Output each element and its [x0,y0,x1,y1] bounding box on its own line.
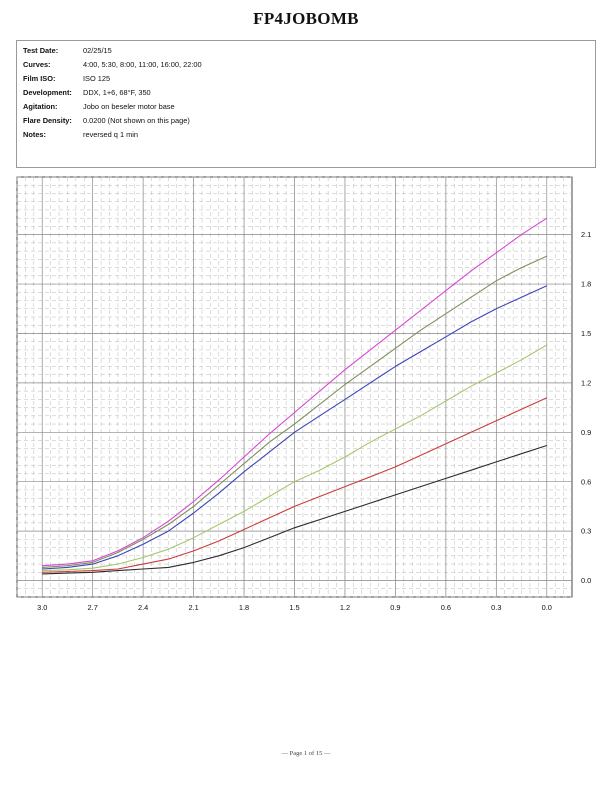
info-row-notes: Notes: reversed q 1 min [17,128,595,141]
series-line-2 [42,397,548,573]
x-tick-label: 0.9 [390,603,400,612]
x-tick-label: 1.8 [239,603,249,612]
info-value: DDX, 1+6, 68°F, 350 [83,88,151,97]
info-row-development: Development: DDX, 1+6, 68°F, 350 [17,86,595,99]
y-tick-label: 0.9 [581,428,591,437]
y-tick-label: 1.8 [581,280,591,289]
series-line-1 [42,444,547,575]
info-label: Flare Density: [23,116,72,125]
info-value: 4:00, 5:30, 8:00, 11:00, 16:00, 22:00 [83,60,202,69]
x-tick-label: 2.1 [188,603,198,612]
series-line-3 [42,344,548,572]
y-tick-label: 0.3 [581,527,591,536]
y-tick-label: 1.5 [581,329,591,338]
info-value: reversed q 1 min [83,130,139,139]
info-row-test-date: Test Date: 02/25/15 [17,44,595,57]
info-label: Notes: [23,130,46,139]
y-tick-label: 1.2 [581,378,591,387]
x-tick-label: 3.0 [37,603,47,612]
info-label: Test Date: [23,46,59,55]
info-row-curves: Curves: 4:00, 5:30, 8:00, 11:00, 16:00, … [17,58,595,71]
info-row-flare-density: Flare Density: 0.0200 (Not shown on this… [17,114,595,127]
page-title: FP4JOBOMB [253,9,359,28]
info-label: Film ISO: [23,74,56,83]
chart-svg: 3.0 2.7 2.4 2.1 1.8 1.5 1.2 0.9 0.6 0.3 0.0 0.0 0.3 0… [16,176,591,612]
x-tick-label: 1.5 [289,603,299,612]
y-tick-label: 0.0 [581,576,591,585]
y-tick-label: 2.1 [581,230,591,239]
info-value: ISO 125 [83,74,111,83]
x-tick-label: 0.3 [491,603,501,612]
x-tick-label: 2.4 [138,603,148,612]
info-label: Agitation: [23,102,58,111]
series-line-6 [42,217,548,567]
info-row-film-iso: Film ISO: ISO 125 [17,72,595,85]
info-label: Curves: [23,60,51,69]
series-line-4 [42,285,548,570]
info-value: 0.0200 (Not shown on this page) [83,116,190,125]
page-footer: — Page 1 of 15 — [281,750,331,757]
info-row-agitation: Agitation: Jobo on beseler motor base [17,100,595,113]
x-tick-label: 0.6 [441,603,451,612]
x-tick-label: 0.0 [542,603,552,612]
y-tick-label: 0.6 [581,477,591,486]
x-tick-label: 1.2 [340,603,350,612]
x-tick-label: 2.7 [88,603,98,612]
info-value: Jobo on beseler motor base [83,102,175,111]
series-line-5 [42,255,548,568]
info-label: Development: [23,88,72,97]
info-value: 02/25/15 [83,46,112,55]
characteristic-curve-chart: 3.0 2.7 2.4 2.1 1.8 1.5 1.2 0.9 0.6 0.3 0.0 0.0 0.3 0… [16,176,596,624]
test-info-panel: Test Date: 02/25/15 Curves: 4:00, 5:30, … [16,40,596,168]
